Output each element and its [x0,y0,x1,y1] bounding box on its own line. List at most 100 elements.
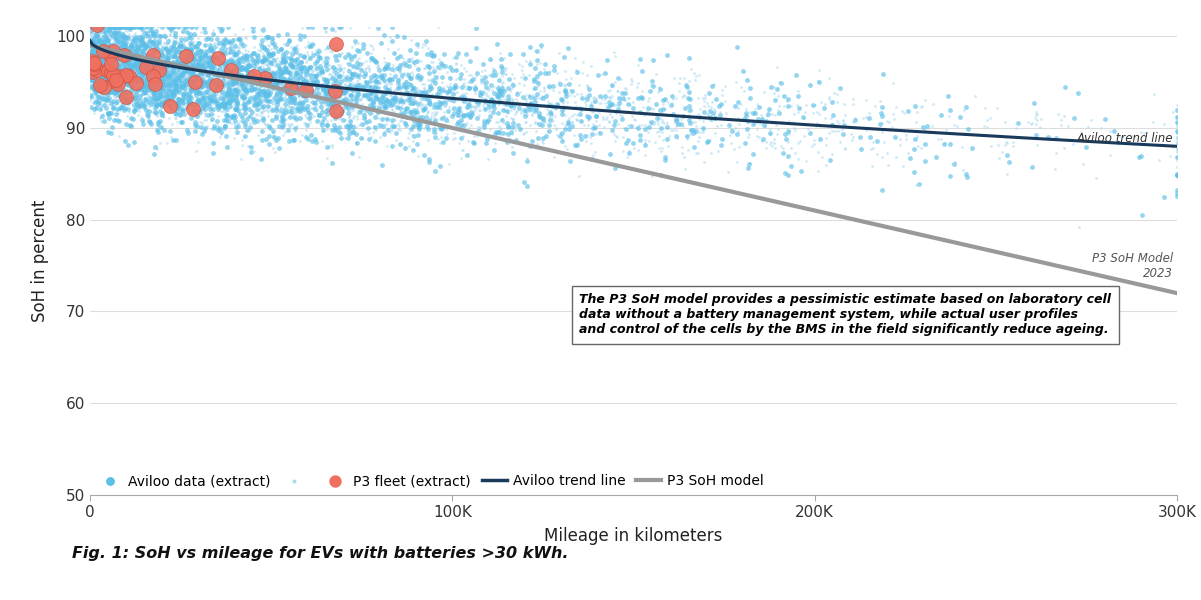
Point [459,83,478,92]
Point [114,61,133,71]
Point [154,65,173,74]
Point [1027,130,1046,140]
Point [743,119,763,128]
Point [424,71,443,81]
Point [209,94,228,104]
Point [354,91,374,100]
Point [257,77,276,86]
Point [299,41,318,51]
Point [115,56,135,65]
Point [244,66,263,76]
Point [95,62,114,71]
Point [280,68,299,77]
Point [88,86,107,95]
Point [207,80,226,89]
Point [712,85,731,95]
Point [429,22,448,32]
Point [366,92,386,101]
Point [418,100,437,109]
Point [199,92,219,101]
Point [209,56,228,65]
Point [177,84,196,94]
Point [175,42,195,52]
Point [147,71,166,81]
Point [321,82,340,91]
Point [88,70,107,80]
Point [183,53,202,63]
Point [346,139,365,148]
Point [90,83,109,92]
Point [126,71,145,80]
Point [649,119,668,128]
Point [492,83,512,93]
Point [904,144,924,154]
Point [131,67,150,76]
Point [412,95,431,105]
Point [108,53,127,63]
Point [199,98,219,107]
Point [300,109,319,118]
Point [687,121,706,131]
Point [980,113,999,123]
Point [271,44,291,54]
Point [147,62,166,72]
Point [159,83,178,93]
Point [509,103,528,112]
Point [139,36,159,46]
Point [95,49,114,58]
Point [112,52,131,61]
Point [431,89,450,99]
Point [325,52,345,61]
Point [85,22,104,32]
Point [706,94,725,103]
Point [142,59,161,68]
Point [542,107,561,117]
Point [437,130,456,139]
Point [575,131,594,140]
Point [735,86,754,96]
Point [258,96,277,106]
Point [205,77,225,87]
Point [95,35,114,44]
Point [115,95,135,105]
Point [243,53,262,62]
Point [404,83,423,92]
Point [126,45,145,55]
Point [255,76,274,86]
Point [364,88,383,98]
Point [246,58,265,68]
Point [316,79,335,88]
Point [765,134,784,144]
Point [162,26,181,35]
Point [234,80,253,89]
Point [282,103,301,113]
Point [504,73,524,83]
Point [281,93,300,103]
Point [204,86,223,96]
Point [255,96,274,106]
Point [280,137,299,146]
Point [214,73,233,83]
Point [168,82,187,91]
Point [215,54,234,64]
Point [388,82,407,92]
Point [341,116,360,126]
Point [310,110,329,120]
Point [528,134,548,143]
Point [263,67,282,77]
Point [144,37,163,47]
Point [190,109,209,119]
Point [664,109,683,119]
Point [524,76,543,85]
Point [492,84,512,94]
Point [222,62,241,71]
Point [138,83,157,92]
Point [245,61,264,70]
Point [229,85,249,95]
Point [522,110,542,120]
Point [116,50,136,60]
Point [91,65,110,74]
Point [431,99,450,109]
Point [632,108,651,118]
Point [313,86,333,95]
